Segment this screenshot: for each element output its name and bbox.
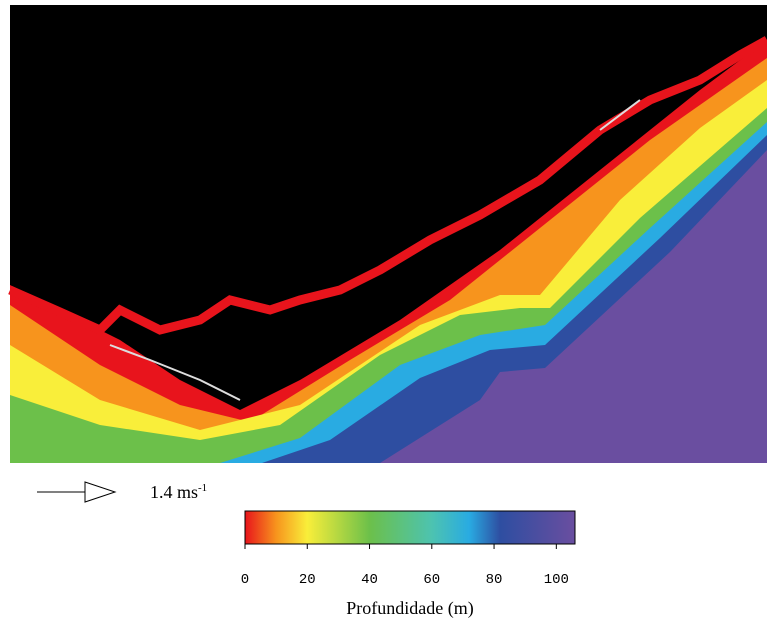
colorbar-tick-label: 0 <box>241 572 249 588</box>
colorbar <box>244 510 576 545</box>
colorbar-tick-label: 40 <box>361 572 378 588</box>
arrow-text: 1.4 ms <box>150 482 198 502</box>
arrow-legend: 1.4 ms-1 <box>37 481 207 503</box>
colorbar-tick-label: 100 <box>544 572 569 588</box>
map <box>8 5 767 463</box>
coastal-fringe <box>8 36 767 336</box>
colorbar-label: Profundidade (m) <box>346 598 473 619</box>
depth-band <box>380 150 767 463</box>
colorbar-tick-label: 60 <box>423 572 440 588</box>
arrow-exponent: -1 <box>198 482 207 494</box>
arrow-label: 1.4 ms-1 <box>150 482 207 502</box>
arrow-head <box>84 481 117 503</box>
vector-field <box>109 99 641 401</box>
colorbar-tick-label: 20 <box>299 572 316 588</box>
colorbar-tick-label: 80 <box>486 572 503 588</box>
